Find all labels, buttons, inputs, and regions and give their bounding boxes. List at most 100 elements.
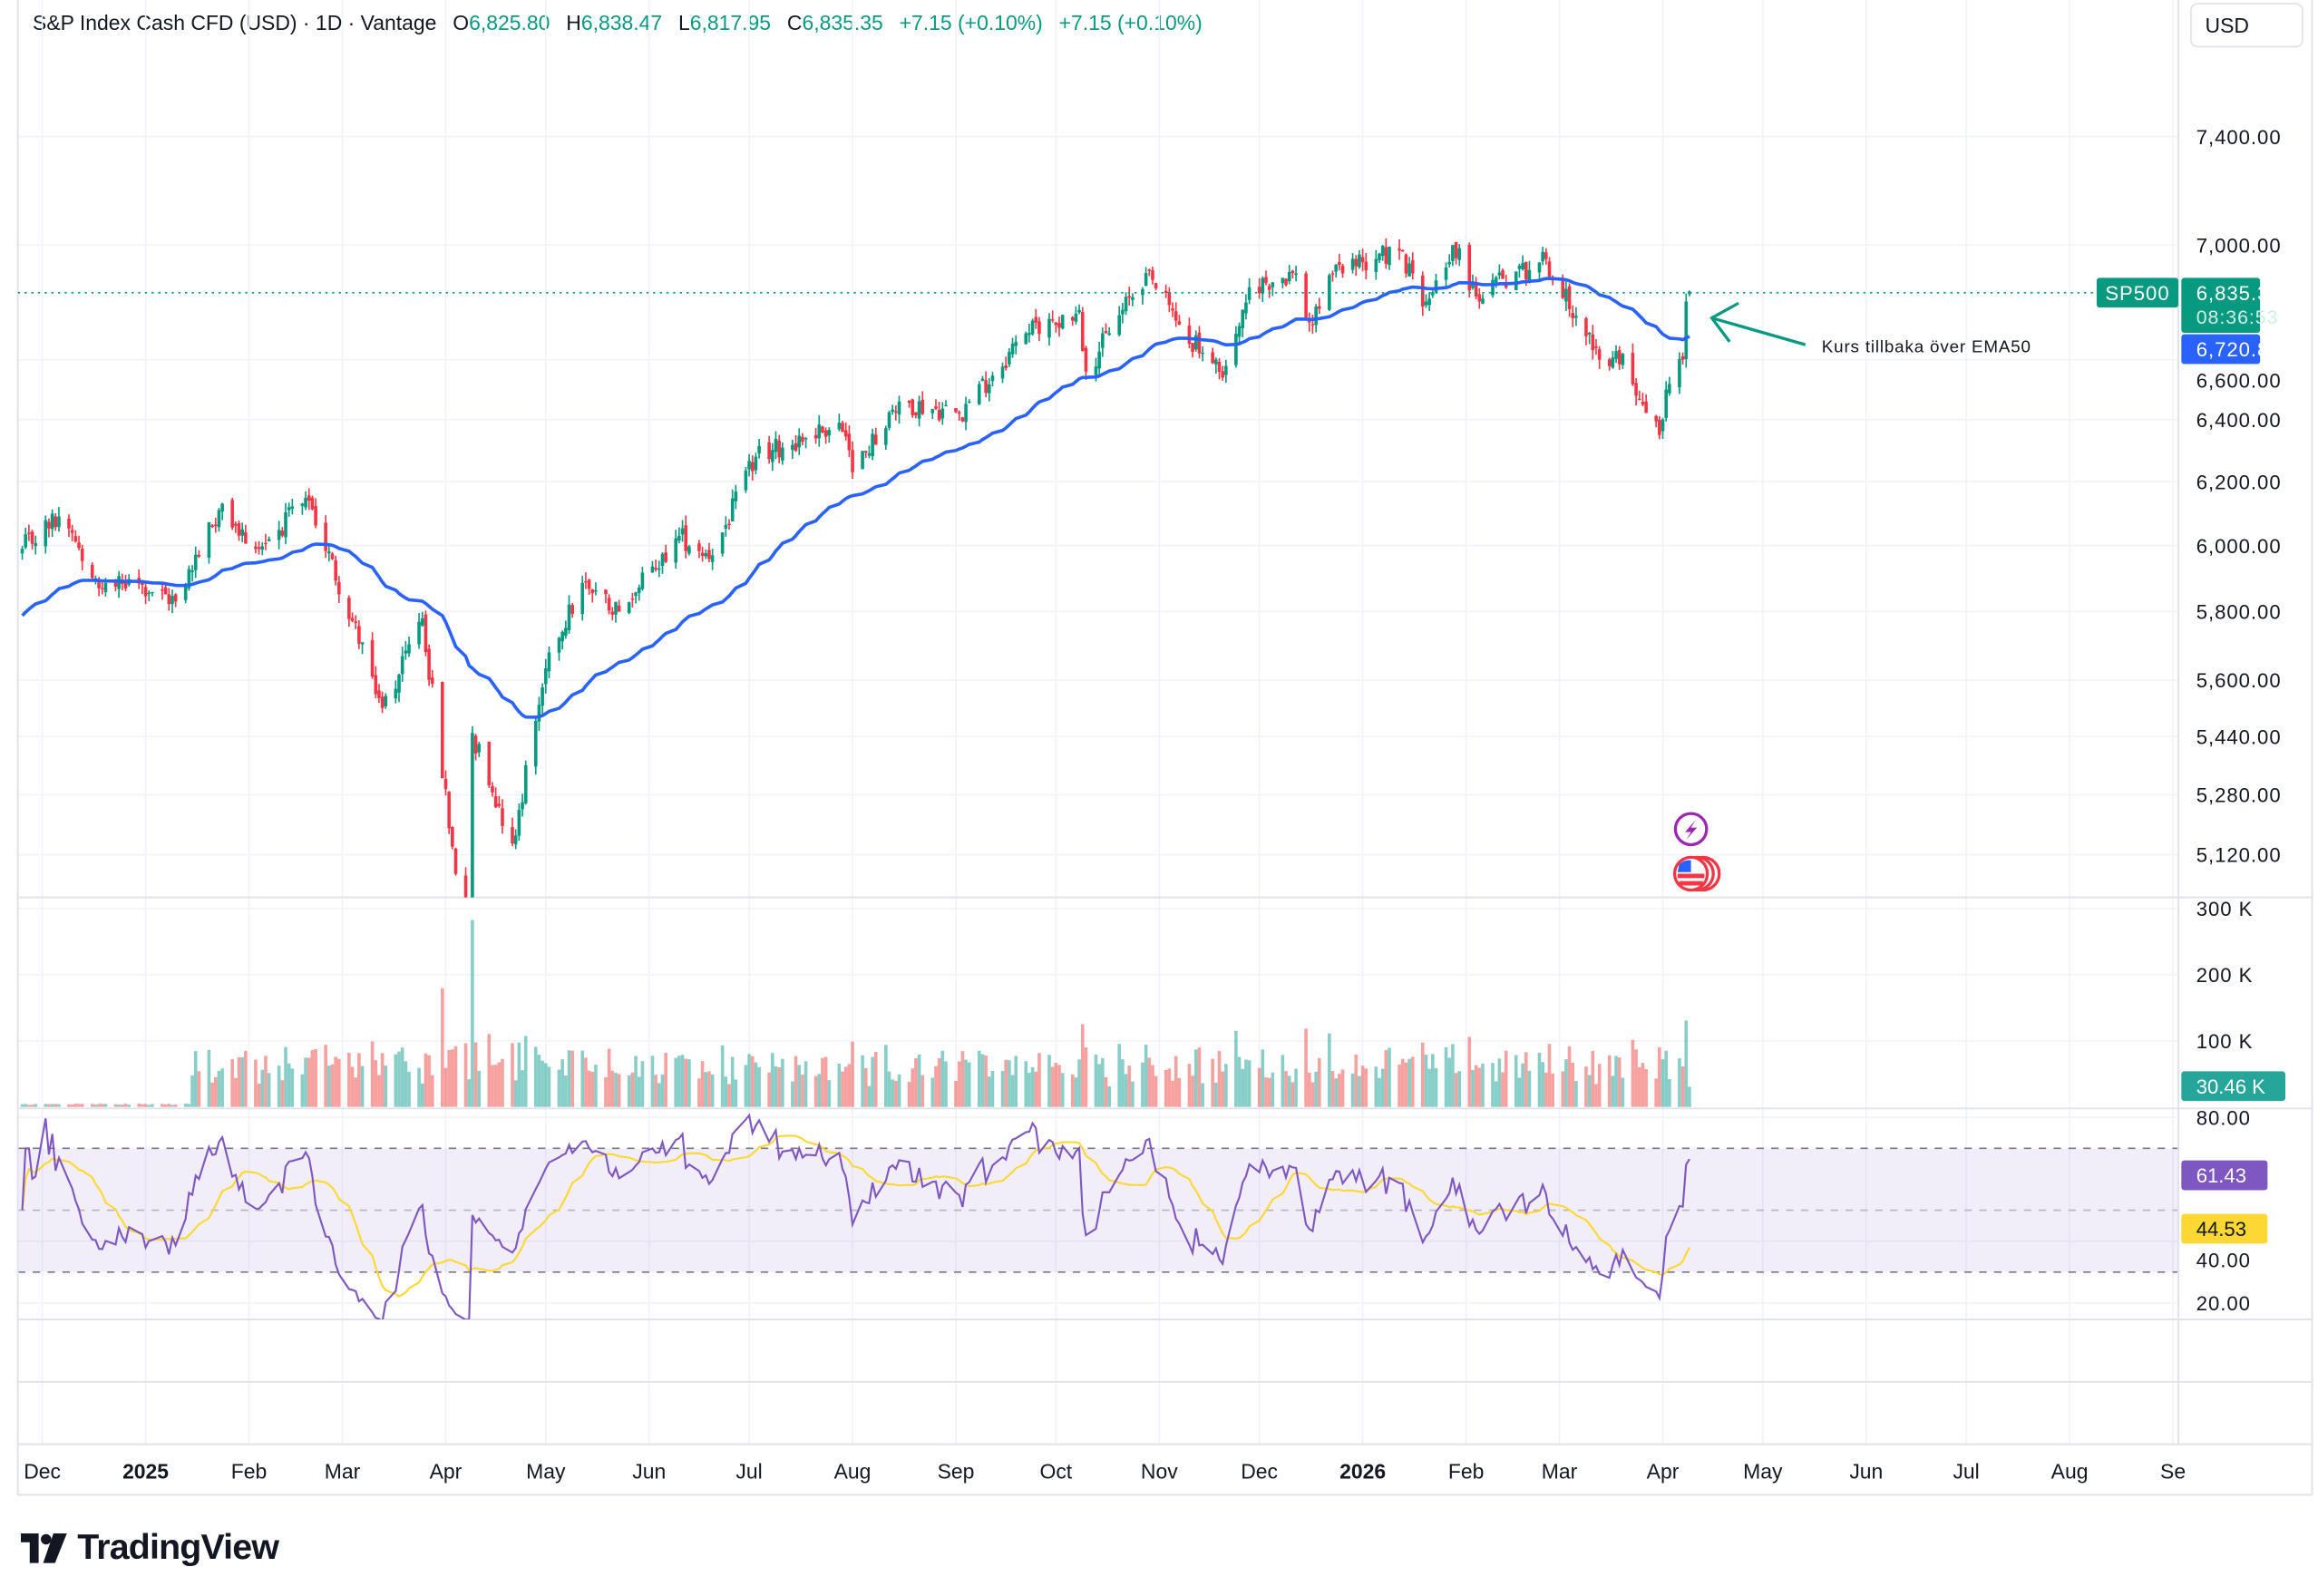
candle: [1330, 270, 1335, 282]
candle: [1547, 257, 1552, 280]
candle: [207, 521, 211, 564]
volume-bar: [20, 1104, 24, 1107]
volume-bar: [1374, 1066, 1378, 1107]
volume-bar: [934, 1066, 938, 1107]
candle: [990, 372, 995, 387]
volume-bar: [791, 1081, 794, 1107]
candle: [1294, 265, 1298, 282]
volume-bar: [334, 1056, 337, 1107]
candle: [1564, 280, 1568, 311]
volume-bar: [1054, 1062, 1058, 1107]
candle: [77, 535, 81, 550]
candle: [210, 523, 214, 529]
time-tick-label: Mar: [1542, 1459, 1578, 1483]
volume-bar: [1668, 1078, 1671, 1107]
candle: [1521, 255, 1524, 271]
volume-bar: [707, 1071, 711, 1107]
candle: [1594, 339, 1598, 355]
candle: [370, 632, 375, 679]
volume-bar: [27, 1105, 31, 1107]
volume-bar: [1074, 1077, 1078, 1107]
candle: [1318, 297, 1321, 315]
volume-bar: [1358, 1075, 1361, 1107]
volume-bar: [637, 1076, 641, 1107]
candle: [1434, 273, 1438, 294]
volume-bar: [604, 1077, 608, 1107]
volume-bar: [427, 1055, 431, 1107]
candle: [47, 518, 51, 538]
volume-bar: [1378, 1077, 1381, 1107]
candle: [590, 589, 595, 603]
volume-bar: [677, 1056, 681, 1107]
volume-bar: [533, 1046, 538, 1107]
volume-bar: [1154, 1075, 1158, 1107]
volume-bar: [650, 1056, 655, 1107]
candle: [117, 570, 121, 598]
annotation-arrow[interactable]: [1709, 301, 1807, 346]
candle: [1147, 268, 1152, 277]
candle: [1024, 331, 1028, 345]
volume-bar: [823, 1056, 828, 1107]
volume-bar: [354, 1077, 358, 1107]
volume-bar: [280, 1080, 285, 1107]
candle: [1304, 271, 1308, 320]
volume-bar: [1187, 1064, 1192, 1107]
volume-bar: [330, 1064, 335, 1107]
annotation-text[interactable]: Kurs tillbaka över EMA50: [1822, 336, 2031, 355]
volume-bar: [1664, 1050, 1668, 1107]
volume-bar: [347, 1053, 351, 1107]
volume-bar: [147, 1105, 151, 1107]
volume-bar: [777, 1067, 781, 1107]
volume-bar: [1167, 1068, 1172, 1107]
candle: [1388, 246, 1391, 270]
candle: [1244, 294, 1248, 320]
volume-bar: [897, 1074, 901, 1107]
volume-bar: [523, 1036, 528, 1107]
candle: [290, 499, 295, 515]
candle: [304, 491, 307, 511]
us-flag-event-icon[interactable]: [1672, 855, 1721, 892]
volume-bar: [1360, 1066, 1365, 1107]
grid: [17, 0, 2179, 1445]
candle: [430, 669, 434, 688]
volume-bar: [173, 1105, 178, 1107]
candle: [473, 734, 478, 761]
candle: [1247, 277, 1252, 305]
volume-bar: [911, 1068, 915, 1107]
rsi-tick-label: 80.00: [2196, 1106, 2251, 1129]
volume-bar: [863, 1067, 868, 1107]
volume-bar: [1514, 1055, 1518, 1107]
currency-button[interactable]: USD: [2190, 3, 2303, 48]
lightning-event-icon[interactable]: [1673, 812, 1709, 847]
volume-bar: [397, 1051, 401, 1107]
volume-bar: [360, 1066, 365, 1107]
volume-bar: [350, 1066, 355, 1107]
candle: [1174, 302, 1178, 327]
volume-bar: [1454, 1073, 1458, 1107]
time-tick-label: Apr: [1647, 1459, 1680, 1483]
candle: [167, 588, 171, 611]
low-value: 6,817.95: [689, 10, 772, 34]
volume-bar: [443, 1067, 448, 1107]
volume-bar: [940, 1050, 945, 1107]
symbol-title[interactable]: S&P Index Cash CFD (USD) · 1D · Vantage: [33, 10, 437, 34]
candle: [1151, 267, 1154, 285]
volume-bar: [657, 1083, 661, 1107]
candle: [1084, 345, 1088, 380]
candle: [1574, 307, 1578, 326]
volume-bar: [314, 1049, 317, 1107]
candle: [277, 521, 281, 550]
volume-bar: [1547, 1044, 1552, 1107]
volume-bar: [90, 1104, 94, 1107]
candle: [1380, 245, 1385, 261]
candle: [543, 658, 548, 694]
time-tick-label: Nov: [1141, 1459, 1178, 1483]
volume-bar: [990, 1070, 995, 1107]
volume-bar: [400, 1047, 404, 1107]
volume-bar: [54, 1104, 58, 1107]
candle: [1290, 269, 1295, 278]
price-tick-label: 5,600.00: [2196, 669, 2282, 692]
candle: [1154, 282, 1158, 291]
tradingview-logo[interactable]: TradingView: [20, 1527, 279, 1569]
